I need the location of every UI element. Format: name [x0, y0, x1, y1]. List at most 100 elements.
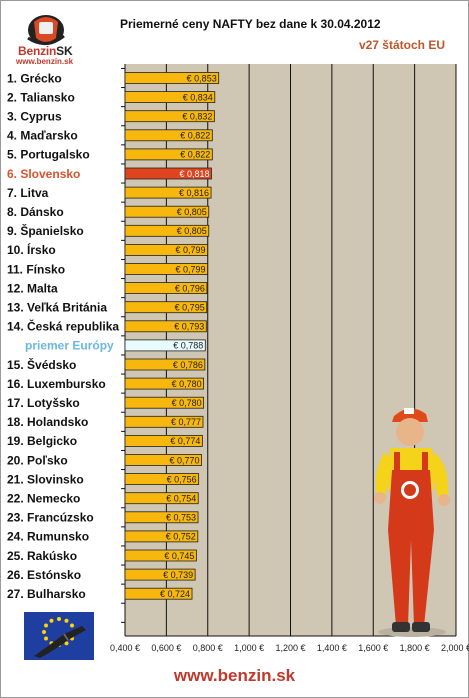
x-tick-label: 2,000 €	[441, 643, 469, 653]
bar	[124, 243, 208, 256]
bar-value-label: € 0,822	[180, 150, 210, 160]
bar-value-label: € 0,774	[170, 436, 200, 446]
category-label: 5. Portugalsko	[7, 148, 90, 162]
bar-value-label: € 0,786	[173, 360, 203, 370]
bar	[124, 549, 197, 562]
bar-highlight	[124, 167, 212, 180]
category-label: 27. Bulharsko	[7, 587, 86, 601]
gas-station-worker-icon	[374, 408, 450, 637]
bar-value-label: € 0,853	[187, 73, 217, 83]
bar-value-label: € 0,780	[172, 398, 202, 408]
flag-star	[69, 623, 74, 628]
flag-star	[42, 630, 46, 634]
bar	[124, 415, 204, 428]
category-label: 11. Fínsko	[7, 262, 65, 276]
bar-value-label: € 0,816	[179, 188, 209, 198]
bar	[124, 91, 216, 103]
category-label: 17. Lotyšsko	[7, 396, 80, 410]
bar-value-label: € 0,796	[175, 283, 205, 293]
bar-value-label: € 0,777	[171, 417, 201, 427]
x-tick-label: 1,200 €	[275, 643, 305, 653]
x-tick-label: 1,400 €	[317, 643, 347, 653]
bar-value-label: € 0,739	[163, 570, 193, 580]
bar	[124, 320, 207, 333]
bar	[124, 587, 193, 600]
category-label: 4. Maďarsko	[7, 129, 78, 143]
bar-value-label: € 0,756	[167, 474, 197, 484]
bar-value-label: € 0,832	[182, 112, 212, 122]
x-tick-label: 0,400 €	[110, 643, 140, 653]
bar	[124, 358, 206, 371]
category-label: 2. Taliansko	[7, 90, 75, 104]
bar	[124, 454, 202, 466]
category-label: 21. Slovinsko	[7, 472, 84, 486]
bar-average	[124, 339, 206, 352]
category-label: 1. Grécko	[7, 71, 62, 85]
bar	[124, 186, 212, 199]
bar-value-label: € 0,770	[170, 455, 200, 465]
bar-value-label: € 0,780	[172, 379, 202, 389]
bar-value-label: € 0,752	[166, 532, 196, 542]
category-label: 23. Francúzsko	[7, 511, 94, 525]
flag-star	[64, 641, 69, 646]
bar	[124, 263, 208, 275]
bar-value-label: € 0,795	[175, 303, 205, 313]
bar-value-label: € 0,799	[176, 245, 206, 255]
category-label: 16. Luxembursko	[7, 377, 106, 391]
category-label: 3. Cyprus	[7, 110, 62, 124]
x-tick-label: 1,000 €	[234, 643, 264, 653]
bar	[124, 396, 205, 409]
bar	[124, 568, 196, 581]
category-label: 12. Malta	[7, 281, 58, 295]
category-label: 14. Česká republika	[7, 319, 119, 334]
flag-star	[44, 636, 49, 641]
bar	[124, 224, 210, 237]
chart-subtitle: v27 štátoch EU	[358, 38, 445, 52]
bar-value-label: € 0,834	[183, 92, 213, 102]
bar-value-label: € 0,793	[174, 322, 204, 332]
flag-star	[57, 617, 61, 621]
category-label: 13. Veľká Británia	[7, 301, 107, 315]
bar-value-label: € 0,724	[160, 589, 190, 599]
bar	[124, 511, 199, 524]
x-tick-label: 1,600 €	[358, 643, 388, 653]
category-label: priemer Európy	[25, 339, 114, 353]
category-label: 26. Estónsko	[7, 568, 81, 582]
benzin-logo	[27, 15, 65, 45]
bar	[124, 434, 203, 447]
bar	[124, 377, 205, 390]
x-tick-label: 0,600 €	[151, 643, 181, 653]
eu-flag-icon	[24, 612, 94, 660]
bar	[124, 530, 199, 543]
category-label: 25. Rakúsko	[7, 549, 77, 563]
bar-value-label: € 0,753	[166, 513, 196, 523]
bar	[124, 129, 213, 142]
bar-value-label: € 0,788	[173, 341, 203, 351]
bar	[124, 282, 208, 295]
category-label: 22. Nemecko	[7, 492, 80, 506]
bar-value-label: € 0,818	[179, 169, 209, 179]
category-label: 24. Rumunsko	[7, 530, 89, 544]
bar	[124, 110, 215, 123]
flag-star	[49, 618, 54, 623]
flag-star	[44, 623, 49, 628]
logo-brand: BenzinSK	[18, 44, 73, 58]
footer-url[interactable]: www.benzin.sk	[173, 666, 296, 685]
category-label: 15. Švédsko	[7, 357, 76, 372]
category-label: 18. Holandsko	[7, 415, 88, 429]
bar-value-label: € 0,822	[180, 131, 210, 141]
bar	[124, 72, 220, 84]
category-label: 20. Poľsko	[7, 453, 68, 467]
bar	[124, 148, 213, 161]
bar-value-label: € 0,745	[164, 551, 194, 561]
category-label: 6. Slovensko	[7, 167, 80, 181]
category-label: 9. Španielsko	[7, 223, 84, 238]
bar-value-label: € 0,805	[177, 226, 207, 236]
bar-value-label: € 0,799	[176, 264, 206, 274]
bar-value-label: € 0,805	[177, 207, 207, 217]
category-label: 10. Írsko	[7, 242, 56, 257]
category-label: 8. Dánsko	[7, 205, 64, 219]
bar	[124, 205, 210, 218]
bar	[124, 492, 199, 505]
